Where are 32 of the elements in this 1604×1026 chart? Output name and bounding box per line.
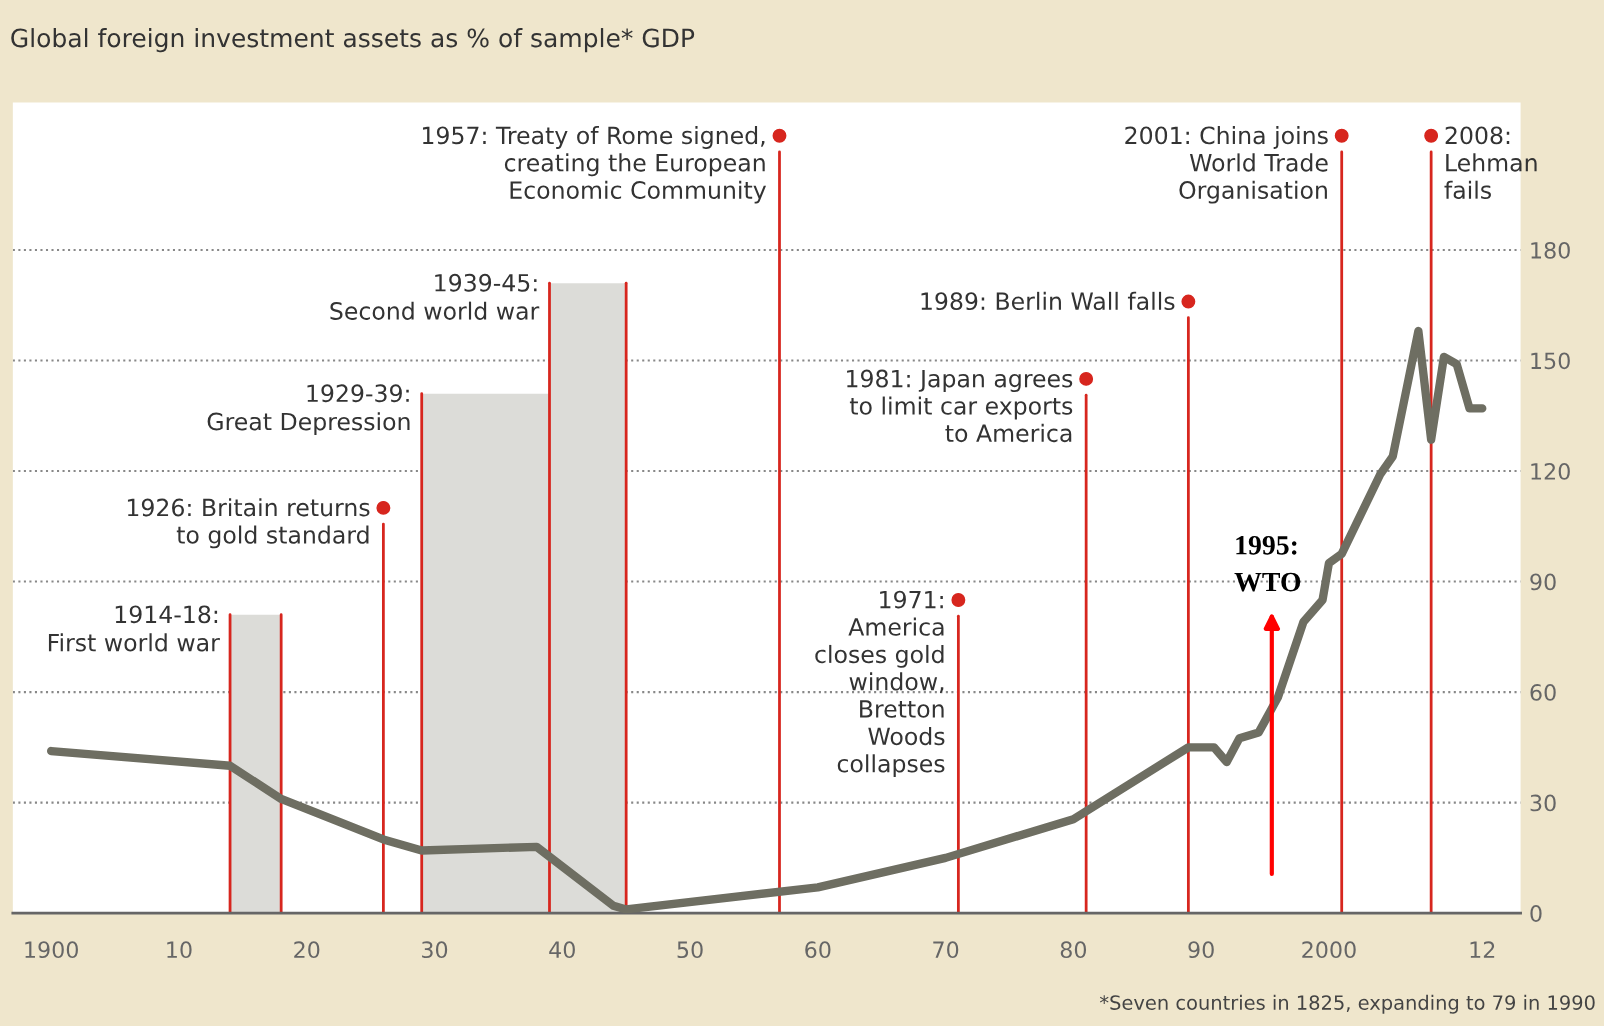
- y-tick-label: 180: [1531, 241, 1570, 259]
- annotation: 1995: WTO: [1234, 535, 1301, 592]
- y-tick-label: 30: [1530, 794, 1556, 812]
- annotation: 2008: Lehman fails: [1444, 126, 1537, 199]
- y-tick-label: 120: [1531, 462, 1570, 480]
- annotation: 2001: China joins World Trade Organisation: [1125, 126, 1328, 204]
- y-tick-label: 60: [1530, 684, 1556, 701]
- annotation: 1926: Britain returns to gold standard: [127, 498, 370, 549]
- chart-title: Global foreign investment assets as % of sample* GDP: [11, 28, 695, 53]
- annotation: 1981: Japan agrees to limit car exports to America: [847, 369, 1073, 443]
- x-tick-label: 12: [1470, 941, 1495, 958]
- x-tick-label: 70: [933, 941, 959, 959]
- x-tick-label: 60: [805, 941, 831, 959]
- y-tick-label: 90: [1530, 573, 1556, 591]
- x-tick-label: 30: [422, 941, 448, 959]
- annotation: 1939-45: Second world war: [330, 273, 540, 320]
- x-tick-label: 50: [677, 941, 703, 959]
- x-tick-label: 20: [294, 941, 320, 959]
- x-tick-label: 40: [549, 941, 575, 959]
- annotation: 1957: Treaty of Rome signed, creating the European Economic Community: [422, 126, 767, 204]
- x-tick-label: 1900: [25, 941, 78, 959]
- text: *Seven countries in 1825, expanding to 79 in 1990: [1099, 994, 1595, 1014]
- annotation: 1929-39: Great Depression: [207, 384, 410, 436]
- annotation: 1989: Berlin Wall falls: [921, 291, 1175, 311]
- x-tick-label: 90: [1188, 941, 1214, 959]
- x-tick-label: 2000: [1302, 941, 1356, 959]
- x-tick-label: 80: [1060, 941, 1087, 959]
- annotation: 1971: America closes gold window, Bretton Woods collapses: [815, 590, 945, 778]
- y-tick-label: 0: [1530, 905, 1542, 922]
- annotation: 1914-18: First world war: [48, 605, 220, 652]
- y-tick-label: 150: [1531, 352, 1570, 370]
- x-tick-label: 10: [167, 941, 192, 959]
